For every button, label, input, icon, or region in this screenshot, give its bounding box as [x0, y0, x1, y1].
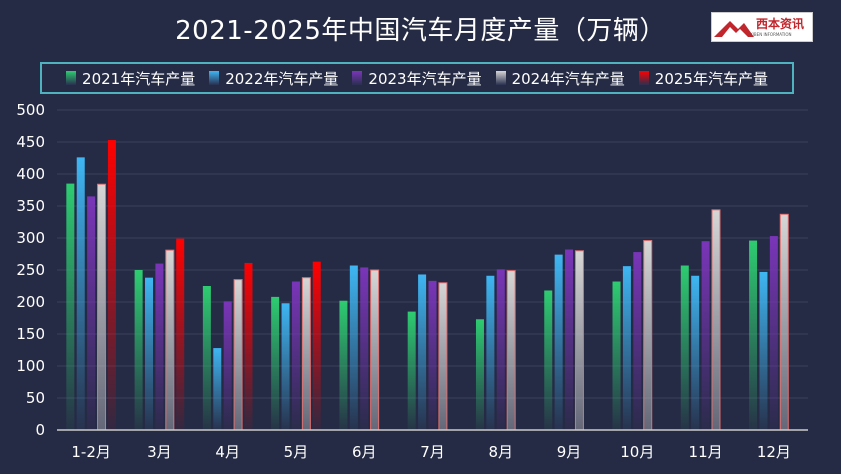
- logo: 西本资讯 XIBEN INFORMATION: [711, 12, 813, 42]
- legend-swatch: [209, 71, 220, 85]
- x-tick-label: 1-2月: [71, 443, 111, 461]
- bar: [407, 311, 416, 430]
- bar: [370, 269, 380, 431]
- bar: [233, 279, 243, 431]
- y-tick-label: 250: [16, 261, 45, 279]
- bar: [97, 183, 107, 431]
- bar: [360, 267, 369, 430]
- x-axis: 1-2月 3月 4月 5月 6月 7月 8月 9月 10月 11月 12月: [57, 429, 808, 461]
- bar: [680, 265, 689, 430]
- bar: [438, 282, 448, 431]
- y-tick-label: 450: [16, 133, 45, 151]
- y-tick-label: 0: [35, 421, 45, 439]
- bar: [428, 280, 437, 430]
- legend-label: 2022年汽车产量: [225, 69, 339, 88]
- legend-item[interactable]: 2025年汽车产量: [638, 68, 768, 89]
- y-tick-label: 300: [16, 229, 45, 247]
- bar: [749, 240, 758, 430]
- y-tick-label: 400: [16, 165, 45, 183]
- legend-swatch: [495, 71, 506, 85]
- bar: [691, 275, 700, 430]
- bar: [244, 262, 253, 430]
- bar: [506, 270, 516, 431]
- legend-label: 2024年汽车产量: [511, 69, 625, 88]
- bar: [155, 263, 164, 430]
- legend-label: 2023年汽车产量: [368, 69, 482, 88]
- legend-item[interactable]: 2021年汽车产量: [66, 68, 195, 89]
- x-tick-label: 8月: [488, 443, 513, 461]
- x-tick-label: 5月: [284, 443, 309, 461]
- bar: [349, 265, 358, 430]
- y-axis: 0 50 100 150 200 250 300 350 400 450 500: [16, 101, 45, 439]
- logo-mountain-icon: [714, 21, 754, 37]
- bar: [643, 240, 653, 431]
- bars: [66, 140, 789, 431]
- y-tick-label: 200: [16, 293, 45, 311]
- bar: [271, 296, 280, 430]
- logo-text: 西本资讯: [756, 17, 805, 31]
- bar: [544, 290, 553, 430]
- y-tick-label: 500: [16, 101, 45, 119]
- legend-label: 2021年汽车产量: [82, 69, 196, 88]
- chart-title: 2021-2025年中国汽车月度产量（万辆）: [175, 16, 666, 46]
- legend-item[interactable]: 2023年汽车产量: [352, 68, 482, 89]
- legend-item[interactable]: 2024年汽车产量: [495, 68, 625, 89]
- y-tick-label: 150: [16, 325, 45, 343]
- bar: [301, 277, 311, 431]
- legend-swatch: [66, 71, 77, 85]
- bar: [711, 209, 721, 431]
- x-tick-label: 9月: [557, 443, 582, 461]
- bar: [339, 300, 348, 430]
- legend-label: 2025年汽车产量: [654, 69, 768, 88]
- bar: [574, 250, 584, 431]
- bar: [418, 274, 427, 430]
- bar: [176, 238, 185, 430]
- bar: [701, 241, 710, 430]
- x-tick-label: 4月: [215, 443, 240, 461]
- bar: [612, 281, 621, 430]
- x-tick-label: 3月: [147, 443, 172, 461]
- bar: [223, 301, 232, 430]
- bar: [76, 157, 85, 431]
- bar: [769, 236, 778, 430]
- legend-item[interactable]: 2022年汽车产量: [209, 68, 338, 89]
- x-tick-label: 12月: [757, 443, 791, 461]
- bar: [633, 252, 642, 430]
- bar: [496, 269, 505, 430]
- bar: [107, 140, 116, 430]
- x-tick-label: 11月: [689, 443, 723, 461]
- bar: [486, 275, 495, 430]
- bar: [281, 303, 290, 430]
- x-tick-label: 6月: [352, 443, 377, 461]
- x-tick-label: 10月: [620, 443, 654, 461]
- bar: [475, 319, 484, 430]
- bar: [312, 261, 321, 430]
- y-tick-label: 50: [26, 389, 45, 407]
- bar: [66, 183, 75, 430]
- bar: [145, 277, 154, 430]
- bar: [213, 348, 222, 430]
- bar: [134, 270, 143, 430]
- y-tick-label: 350: [16, 197, 45, 215]
- bar: [291, 281, 300, 430]
- logo-subtext: XIBEN INFORMATION: [750, 32, 792, 37]
- legend-swatch: [352, 71, 363, 85]
- bar: [554, 254, 563, 430]
- y-tick-label: 100: [16, 357, 45, 375]
- bar: [759, 271, 768, 430]
- x-tick-label: 7月: [420, 443, 445, 461]
- bar: [165, 249, 175, 431]
- legend-swatch: [638, 71, 649, 85]
- bar: [565, 249, 574, 430]
- bar: [779, 213, 789, 431]
- bar: [87, 196, 96, 430]
- bar: [202, 286, 211, 430]
- bar: [622, 266, 631, 430]
- legend: 2021年汽车产量 2022年汽车产量 2023年汽车产量 2024年汽车产量 2025…: [40, 62, 794, 94]
